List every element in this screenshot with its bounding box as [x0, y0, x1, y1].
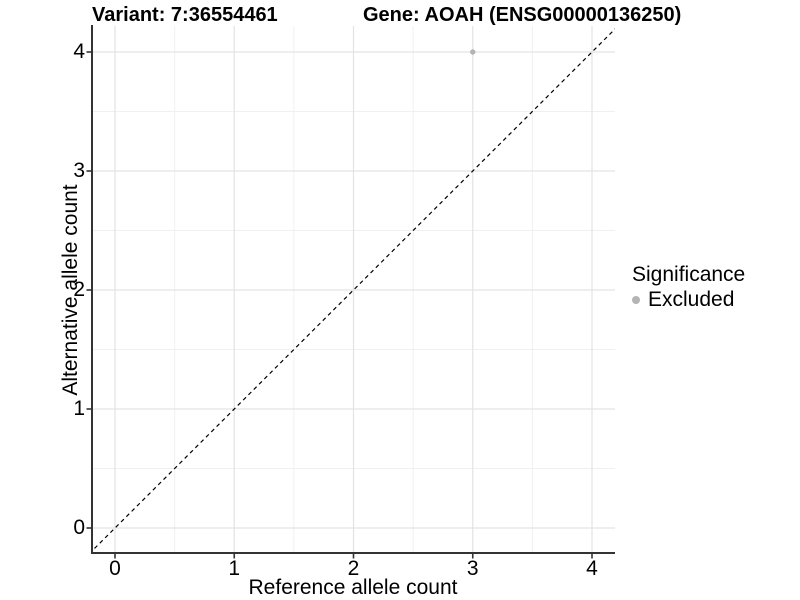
identity-dashed-line [92, 28, 615, 552]
y-tick-label: 3 [73, 159, 85, 182]
x-tick-label: 2 [347, 557, 360, 580]
legend: Significance Excluded [632, 263, 745, 310]
y-tick-label: 2 [73, 278, 85, 301]
legend-title: Significance [632, 263, 746, 286]
y-tick-label: 4 [73, 40, 85, 63]
data-point [470, 49, 476, 55]
variant-title: Variant: 7:36554461 [92, 4, 278, 26]
legend-item-excluded: Excluded [632, 289, 745, 310]
gene-title: Gene: AOAH (ENSG00000136250) [363, 4, 682, 26]
panel-area [92, 26, 615, 553]
x-tick-label: 4 [586, 557, 598, 580]
legend-item-label: Excluded [648, 288, 735, 311]
x-tick-label: 0 [109, 557, 121, 580]
y-tick-label: 1 [73, 397, 85, 420]
excluded-point-icon [632, 295, 640, 304]
x-tick-label: 3 [466, 557, 479, 580]
x-axis-title: Reference allele count [248, 576, 458, 599]
y-tick-label: 0 [73, 516, 85, 539]
x-tick-label: 1 [228, 557, 241, 580]
